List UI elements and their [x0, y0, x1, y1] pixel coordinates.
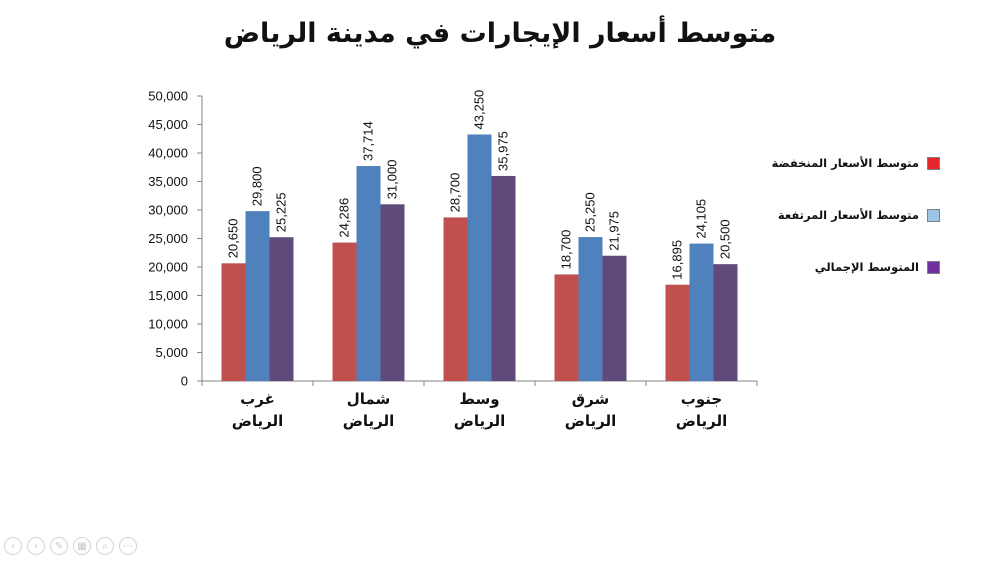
x-tick-label: الرياض	[676, 412, 728, 430]
data-labels: 20,650 29,800 25,225 24,286 37,714 31,000 28,7…	[226, 90, 733, 280]
bar	[602, 255, 627, 381]
bar	[713, 264, 738, 381]
bar	[356, 166, 381, 381]
forward-arrow-icon[interactable]: ›	[27, 537, 45, 555]
data-label: 31,000	[385, 160, 400, 200]
legend-label-low: متوسط الأسعار المنخفضة	[771, 156, 919, 170]
x-tick-label: الرياض	[565, 412, 617, 430]
bar	[443, 217, 468, 381]
bar	[665, 284, 690, 381]
x-tick-label: وسط	[459, 390, 499, 408]
bars	[221, 134, 738, 381]
data-label: 18,700	[559, 230, 574, 270]
data-label: 35,975	[496, 131, 511, 171]
bar	[221, 263, 246, 381]
legend-label-overall: المتوسط الإجمالي	[814, 260, 919, 274]
more-icon[interactable]: ⋯	[119, 537, 137, 555]
legend-swatch-overall	[927, 260, 940, 274]
bar	[554, 274, 579, 381]
x-tick-label: غرب	[240, 390, 275, 408]
bar	[689, 243, 714, 381]
bar	[380, 204, 405, 381]
x-axis: غرب الرياض شمال الرياض وسط الرياض شرق الرياض جنو…	[201, 380, 758, 430]
slideshow-toolbar: ‹ › ✎ ▦ ⌕ ⋯	[4, 537, 142, 555]
data-label: 43,250	[472, 90, 487, 130]
bar	[245, 211, 270, 381]
data-label: 20,500	[718, 219, 733, 259]
legend-item-low: متوسط الأسعار المنخفضة	[770, 152, 940, 174]
x-tick-label: الرياض	[454, 412, 506, 430]
x-tick-label: الرياض	[232, 412, 284, 430]
legend-label-high: متوسط الأسعار المرتفعة	[777, 208, 919, 222]
x-tick-label: الرياض	[343, 412, 395, 430]
legend: متوسط الأسعار المنخفضة متوسط الأسعار الم…	[770, 152, 940, 308]
bar	[269, 237, 294, 381]
chart-title: متوسط أسعار الإيجارات في مدينة الرياض	[223, 18, 777, 49]
y-tick-label: 5,000	[155, 345, 188, 360]
legend-swatch-low	[927, 156, 940, 170]
bar	[578, 237, 603, 381]
y-tick-label: 20,000	[148, 260, 188, 275]
x-tick-label: شمال	[347, 390, 390, 408]
y-tick-label: 15,000	[148, 288, 188, 303]
bar	[491, 175, 516, 381]
data-label: 25,250	[583, 192, 598, 232]
data-label: 24,105	[694, 199, 709, 239]
data-label: 21,975	[607, 211, 622, 251]
data-label: 25,225	[274, 192, 289, 232]
data-label: 37,714	[361, 121, 376, 161]
legend-item-overall: المتوسط الإجمالي	[770, 256, 940, 278]
data-label: 29,800	[250, 166, 265, 206]
y-tick-label: 40,000	[148, 146, 188, 161]
data-label: 16,895	[670, 240, 685, 280]
bar	[332, 242, 357, 381]
data-label: 24,286	[337, 198, 352, 238]
legend-swatch-high	[927, 208, 940, 222]
bar	[467, 134, 492, 381]
slides-icon[interactable]: ▦	[73, 537, 91, 555]
x-tick-label: جنوب	[681, 390, 722, 408]
x-tick-label: شرق	[572, 390, 610, 408]
data-label: 20,650	[226, 219, 241, 259]
y-tick-label: 30,000	[148, 203, 188, 218]
back-arrow-icon[interactable]: ‹	[4, 537, 22, 555]
y-tick-label: 45,000	[148, 117, 188, 132]
y-tick-label: 25,000	[148, 231, 188, 246]
data-label: 28,700	[448, 173, 463, 213]
y-tick-label: 50,000	[148, 89, 188, 104]
zoom-icon[interactable]: ⌕	[96, 537, 114, 555]
y-axis: 0 5,000 10,000 15,000 20,000 25,000 30,000 35,0…	[148, 89, 203, 389]
y-tick-label: 10,000	[148, 317, 188, 332]
y-tick-label: 35,000	[148, 174, 188, 189]
legend-item-high: متوسط الأسعار المرتفعة	[770, 204, 940, 226]
pen-icon[interactable]: ✎	[50, 537, 68, 555]
y-tick-label: 0	[181, 374, 188, 389]
